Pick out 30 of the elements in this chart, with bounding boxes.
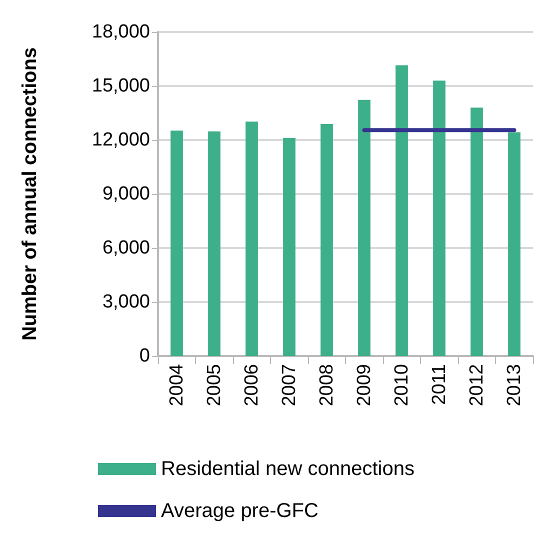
legend-label: Average pre-GFC — [161, 500, 318, 522]
x-tick-label: 2010 — [391, 364, 412, 406]
y-tick-label: 18,000 — [92, 22, 150, 42]
y-tick-label: 3,000 — [102, 292, 150, 312]
bar — [283, 138, 296, 356]
x-tick-label: 2007 — [278, 364, 300, 406]
y-tick-label: 0 — [139, 346, 150, 366]
x-tick-label: 2005 — [204, 364, 225, 406]
bar — [170, 130, 183, 356]
bar — [208, 131, 220, 356]
x-tick-label: 2012 — [466, 364, 488, 406]
y-tick-label: 15,000 — [92, 76, 150, 96]
bar — [358, 100, 370, 356]
bar — [320, 124, 333, 356]
bar — [508, 132, 520, 356]
y-axis-title: Number of annual connections — [19, 47, 41, 341]
x-tick-label: 2013 — [504, 364, 525, 406]
y-tick-label: 12,000 — [92, 130, 150, 150]
x-tick-label: 2008 — [316, 364, 338, 406]
bar — [470, 108, 483, 356]
x-tick-label: 2004 — [166, 364, 188, 406]
bar — [396, 65, 408, 356]
x-tick-label: 2006 — [241, 364, 262, 406]
bar — [246, 122, 258, 356]
bar — [433, 80, 446, 356]
y-tick-label: 9,000 — [102, 184, 150, 204]
x-tick-label: 2011 — [428, 364, 450, 405]
y-tick-label: 6,000 — [102, 238, 150, 258]
x-tick-label: 2009 — [354, 364, 375, 406]
legend-label: Residential new connections — [161, 458, 414, 480]
